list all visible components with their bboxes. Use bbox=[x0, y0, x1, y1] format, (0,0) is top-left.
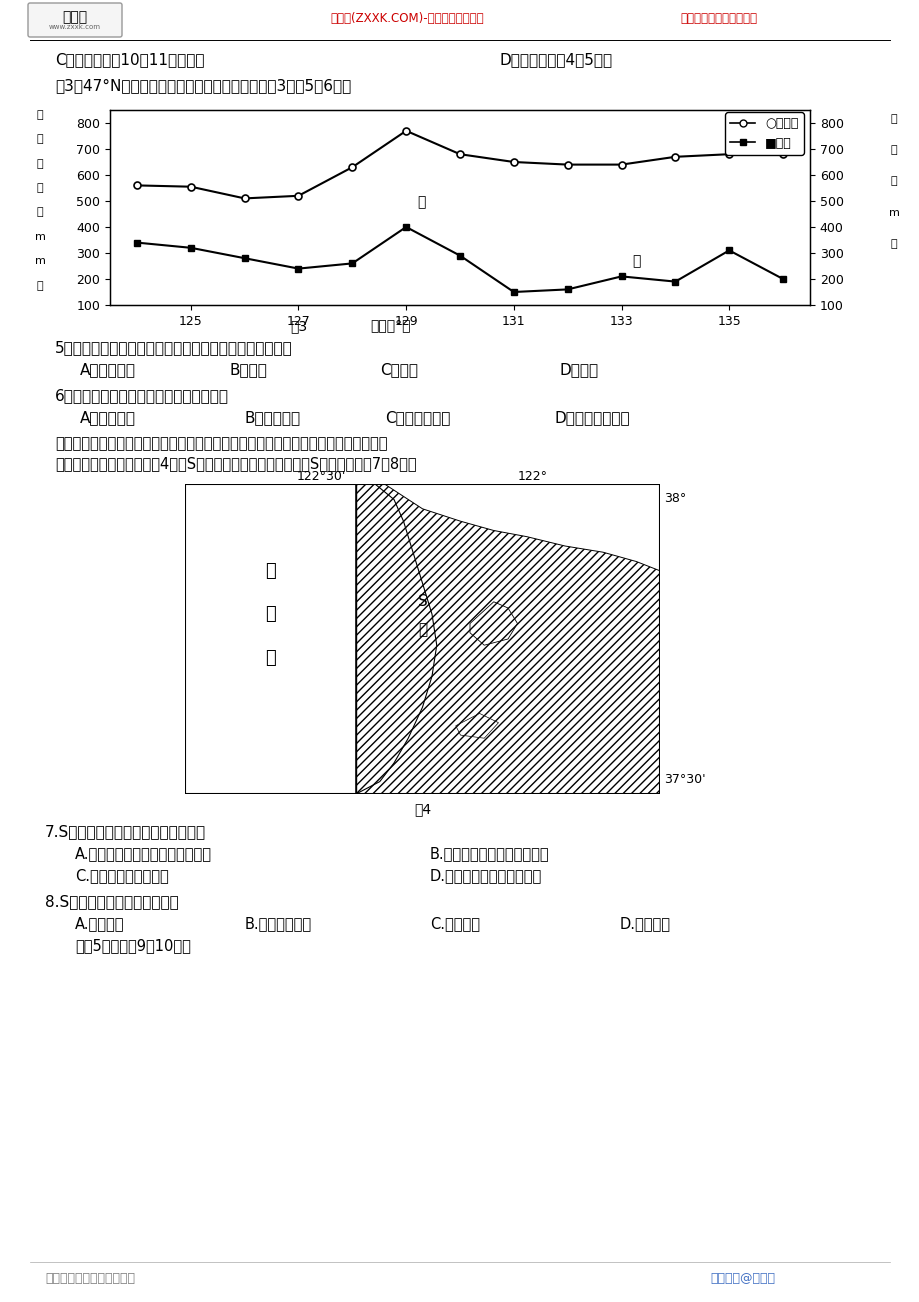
Text: 上学科网，下精品资料！: 上学科网，下精品资料！ bbox=[679, 12, 756, 25]
Text: S: S bbox=[417, 594, 427, 609]
Text: m: m bbox=[888, 207, 899, 217]
Text: ）: ） bbox=[37, 281, 43, 290]
Text: 图3是47°N部分地点海拔与年降水量对照图，读图3回答5～6题。: 图3是47°N部分地点海拔与年降水量对照图，读图3回答5～6题。 bbox=[55, 78, 351, 92]
Text: 8.S市夏季常被雾笼罩，是因为: 8.S市夏季常被雾笼罩，是因为 bbox=[45, 894, 178, 909]
Text: 降: 降 bbox=[37, 134, 43, 145]
Polygon shape bbox=[470, 602, 516, 646]
Text: 7.S市附近海域夏季多雾的主要原因是: 7.S市附近海域夏季多雾的主要原因是 bbox=[45, 824, 206, 838]
Legend: ○降水量, ■海拔: ○降水量, ■海拔 bbox=[724, 112, 803, 155]
Text: 37°30': 37°30' bbox=[664, 773, 705, 786]
Text: A．含沙量高: A．含沙量高 bbox=[80, 410, 136, 424]
Text: B．冻害: B．冻害 bbox=[230, 362, 267, 378]
Text: 太: 太 bbox=[265, 561, 276, 579]
Text: 图4: 图4 bbox=[414, 802, 431, 816]
Text: （: （ bbox=[37, 207, 43, 217]
Text: 5．乙地所在地形区春季影响农作物生长的突出自然灾害是: 5．乙地所在地形区春季影响农作物生长的突出自然灾害是 bbox=[55, 340, 292, 355]
Polygon shape bbox=[356, 484, 437, 794]
Text: 拔: 拔 bbox=[890, 145, 896, 155]
Text: C．滑坡: C．滑坡 bbox=[380, 362, 417, 378]
Text: 雾是近地面大气层中出现大量微小水滴而形成的一种天气现象。当暖湿空气经过寒冷的: 雾是近地面大气层中出现大量微小水滴而形成的一种天气现象。当暖湿空气经过寒冷的 bbox=[55, 436, 387, 450]
Text: B．流程较短: B．流程较短 bbox=[244, 410, 301, 424]
Text: A．虫害　，: A．虫害 ， bbox=[80, 362, 136, 378]
Text: 下垫面时，就易形成雾。图4中，S市附近海域夏季多雾，并影响S市。据此完成7～8题。: 下垫面时，就易形成雾。图4中，S市附近海域夏季多雾，并影响S市。据此完成7～8题… bbox=[55, 456, 416, 471]
Text: 甲: 甲 bbox=[416, 195, 425, 208]
Text: 读图5，回答第9～10题。: 读图5，回答第9～10题。 bbox=[75, 937, 190, 953]
Text: ）: ） bbox=[890, 238, 896, 249]
Text: www.zxxk.com: www.zxxk.com bbox=[49, 23, 101, 30]
Polygon shape bbox=[455, 713, 498, 738]
Text: 市: 市 bbox=[417, 622, 426, 637]
Text: D．东南丘陵，4、5月份: D．东南丘陵，4、5月份 bbox=[499, 52, 612, 66]
FancyBboxPatch shape bbox=[28, 3, 122, 36]
Text: 学科网: 学科网 bbox=[62, 10, 87, 23]
Text: C.海陆间气温差异较大: C.海陆间气温差异较大 bbox=[75, 868, 168, 883]
Text: 海: 海 bbox=[890, 113, 896, 124]
Text: D．冰川补给为主: D．冰川补给为主 bbox=[554, 410, 630, 424]
Text: A.沿岸暖流提供了充足的暖湿空气: A.沿岸暖流提供了充足的暖湿空气 bbox=[75, 846, 211, 861]
Text: （: （ bbox=[890, 176, 896, 186]
Text: 年: 年 bbox=[37, 109, 43, 120]
Text: 北京凤凰学易科技有限公司: 北京凤凰学易科技有限公司 bbox=[45, 1272, 135, 1285]
Text: 乙: 乙 bbox=[631, 255, 640, 268]
Text: 东经（°）: 东经（°） bbox=[369, 319, 410, 333]
Text: 122°30': 122°30' bbox=[296, 470, 346, 483]
Text: m: m bbox=[35, 256, 45, 266]
Text: 学科网(ZXXK.COM)-名校联盟系列资料: 学科网(ZXXK.COM)-名校联盟系列资料 bbox=[330, 12, 483, 25]
Text: D.光照较强: D.光照较强 bbox=[619, 917, 670, 931]
Text: D．洪水: D．洪水 bbox=[560, 362, 598, 378]
Text: 水: 水 bbox=[37, 159, 43, 169]
Text: B.半岛东侧海湾海水温度较低: B.半岛东侧海湾海水温度较低 bbox=[429, 846, 549, 861]
Text: 图3: 图3 bbox=[289, 319, 307, 333]
Text: 6．材料所示的地区河流具有的共同特征是: 6．材料所示的地区河流具有的共同特征是 bbox=[55, 388, 229, 404]
Bar bbox=[185, 484, 356, 794]
Text: C.风力较弱: C.风力较弱 bbox=[429, 917, 480, 931]
Text: D.沿岸寒流的降温作用较强: D.沿岸寒流的降温作用较强 bbox=[429, 868, 541, 883]
Text: A.降水较少: A.降水较少 bbox=[75, 917, 124, 931]
Text: 洋: 洋 bbox=[265, 648, 276, 667]
Text: C．春夏汛明显: C．春夏汛明显 bbox=[384, 410, 450, 424]
Text: m: m bbox=[35, 232, 45, 242]
Text: 量: 量 bbox=[37, 184, 43, 193]
Text: 122°: 122° bbox=[516, 470, 547, 483]
Text: C．黄土高原，10、11月份　．: C．黄土高原，10、11月份 ． bbox=[55, 52, 204, 66]
Text: 版权所有@学科网: 版权所有@学科网 bbox=[709, 1272, 774, 1285]
Text: 平: 平 bbox=[265, 605, 276, 624]
Text: 38°: 38° bbox=[664, 492, 686, 505]
Polygon shape bbox=[356, 484, 659, 794]
Text: B.气温较高　．: B.气温较高 ． bbox=[244, 917, 312, 931]
